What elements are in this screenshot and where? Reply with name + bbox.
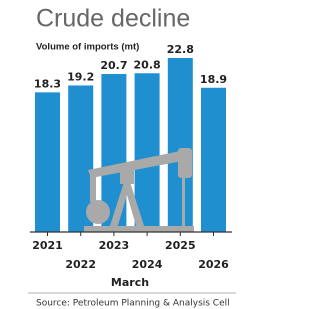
source: Source: Petroleum Planning & Analysis Ce… xyxy=(36,299,230,309)
chart-subtitle: Volume of imports (mt) xyxy=(36,42,139,53)
x-tick-label: 2022 xyxy=(65,258,96,271)
bar xyxy=(168,58,193,232)
data-label: 18.3 xyxy=(34,77,61,90)
data-label: 20.7 xyxy=(100,59,127,72)
chart-title: Crude decline xyxy=(36,5,190,33)
page: Crude decline Volume of imports (mt) Mar… xyxy=(0,0,320,309)
x-axis-label: March xyxy=(111,276,149,289)
x-tick-label: 2026 xyxy=(198,258,229,271)
data-label: 18.9 xyxy=(200,73,227,86)
x-tick-label: 2023 xyxy=(99,239,130,252)
x-tick-label: 2025 xyxy=(165,239,196,252)
data-label: 22.8 xyxy=(167,43,194,56)
bar xyxy=(201,88,226,232)
data-label: 19.2 xyxy=(67,70,94,83)
x-tick-label: 2024 xyxy=(132,258,163,271)
data-label: 20.8 xyxy=(134,58,161,71)
chart: Crude decline Volume of imports (mt) Mar… xyxy=(0,0,244,309)
bar xyxy=(35,92,60,232)
x-tick-label: 2021 xyxy=(32,239,63,252)
